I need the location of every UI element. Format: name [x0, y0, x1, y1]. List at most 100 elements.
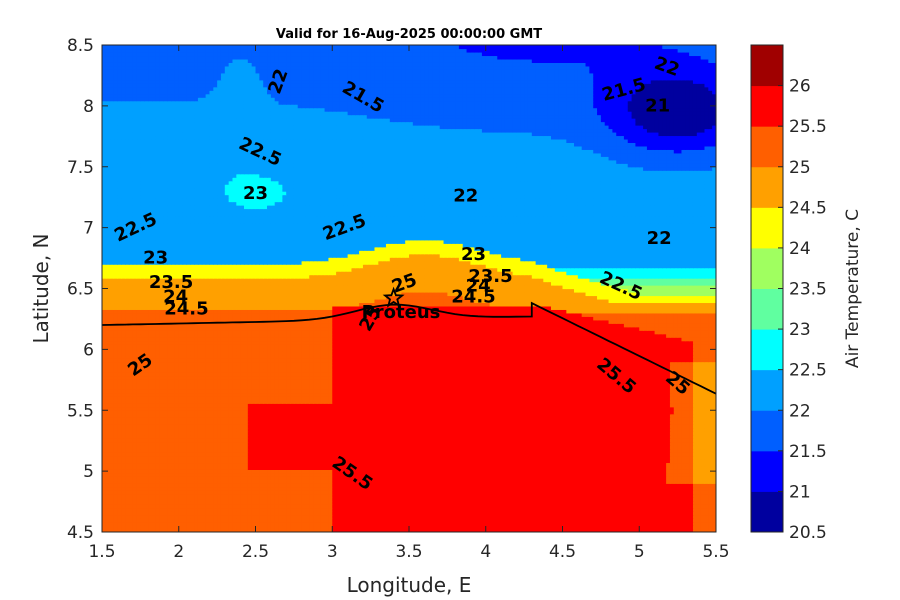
field-cell: [547, 480, 551, 484]
field-cell: [493, 497, 497, 501]
field-cell: [206, 431, 210, 435]
field-cell: [601, 483, 605, 487]
field-cell: [516, 435, 520, 439]
field-cell: [693, 522, 697, 526]
field-cell: [382, 449, 386, 453]
field-cell: [110, 515, 114, 519]
field-cell: [693, 435, 697, 439]
field-cell: [229, 473, 233, 477]
field-cell: [589, 504, 593, 508]
field-cell: [612, 466, 616, 470]
field-cell: [616, 466, 620, 470]
field-cell: [467, 431, 471, 435]
field-cell: [106, 445, 110, 449]
field-cell: [704, 511, 708, 515]
field-cell: [447, 483, 451, 487]
field-cell: [520, 431, 524, 435]
field-cell: [470, 455, 474, 459]
field-cell: [701, 480, 705, 484]
field-cell: [190, 522, 194, 526]
field-cell: [194, 428, 198, 432]
field-cell: [267, 438, 271, 442]
field-cell: [704, 449, 708, 453]
field-cell: [114, 511, 118, 515]
field-cell: [658, 473, 662, 477]
field-cell: [409, 487, 413, 491]
field-cell: [348, 490, 352, 494]
field-cell: [194, 480, 198, 484]
field-cell: [658, 522, 662, 526]
field-cell: [351, 490, 355, 494]
field-cell: [298, 490, 302, 494]
field-cell: [348, 424, 352, 428]
field-cell: [298, 497, 302, 501]
field-cell: [609, 522, 613, 526]
field-cell: [536, 452, 540, 456]
field-cell: [697, 483, 701, 487]
field-cell: [394, 431, 398, 435]
field-cell: [701, 487, 705, 491]
field-cell: [240, 424, 244, 428]
field-cell: [405, 466, 409, 470]
field-cell: [225, 442, 229, 446]
field-cell: [106, 487, 110, 491]
field-cell: [309, 459, 313, 463]
field-cell: [213, 480, 217, 484]
field-cell: [160, 449, 164, 453]
field-cell: [597, 518, 601, 522]
field-cell: [655, 469, 659, 473]
field-cell: [424, 515, 428, 519]
field-cell: [624, 476, 628, 480]
field-cell: [152, 497, 156, 501]
field-cell: [586, 504, 590, 508]
field-cell: [513, 476, 517, 480]
field-cell: [321, 511, 325, 515]
field-cell: [160, 421, 164, 425]
field-cell: [110, 504, 114, 508]
field-cell: [421, 487, 425, 491]
field-cell: [704, 525, 708, 529]
field-cell: [117, 452, 121, 456]
field-cell: [701, 459, 705, 463]
field-cell: [221, 455, 225, 459]
field-cell: [394, 476, 398, 480]
field-cell: [647, 431, 651, 435]
field-cell: [114, 466, 118, 470]
field-cell: [121, 452, 125, 456]
field-cell: [685, 487, 689, 491]
field-cell: [501, 455, 505, 459]
field-cell: [689, 494, 693, 498]
field-cell: [390, 424, 394, 428]
field-cell: [509, 494, 513, 498]
field-cell: [455, 424, 459, 428]
field-cell: [110, 438, 114, 442]
field-cell: [532, 459, 536, 463]
field-cell: [516, 452, 520, 456]
field-cell: [160, 445, 164, 449]
field-cell: [586, 452, 590, 456]
field-cell: [367, 515, 371, 519]
field-cell: [378, 518, 382, 522]
field-cell: [248, 511, 252, 515]
field-cell: [528, 476, 532, 480]
field-cell: [302, 452, 306, 456]
field-cell: [290, 522, 294, 526]
field-cell: [459, 504, 463, 508]
field-cell: [294, 525, 298, 529]
field-cell: [421, 497, 425, 501]
field-cell: [336, 431, 340, 435]
field-cell: [125, 494, 129, 498]
field-cell: [390, 455, 394, 459]
field-cell: [509, 466, 513, 470]
field-cell: [355, 494, 359, 498]
field-cell: [286, 462, 290, 466]
field-cell: [470, 424, 474, 428]
field-cell: [597, 511, 601, 515]
field-cell: [156, 455, 160, 459]
field-cell: [340, 504, 344, 508]
field-cell: [681, 487, 685, 491]
field-cell: [628, 518, 632, 522]
field-cell: [198, 442, 202, 446]
field-cell: [248, 462, 252, 466]
field-cell: [229, 487, 233, 491]
